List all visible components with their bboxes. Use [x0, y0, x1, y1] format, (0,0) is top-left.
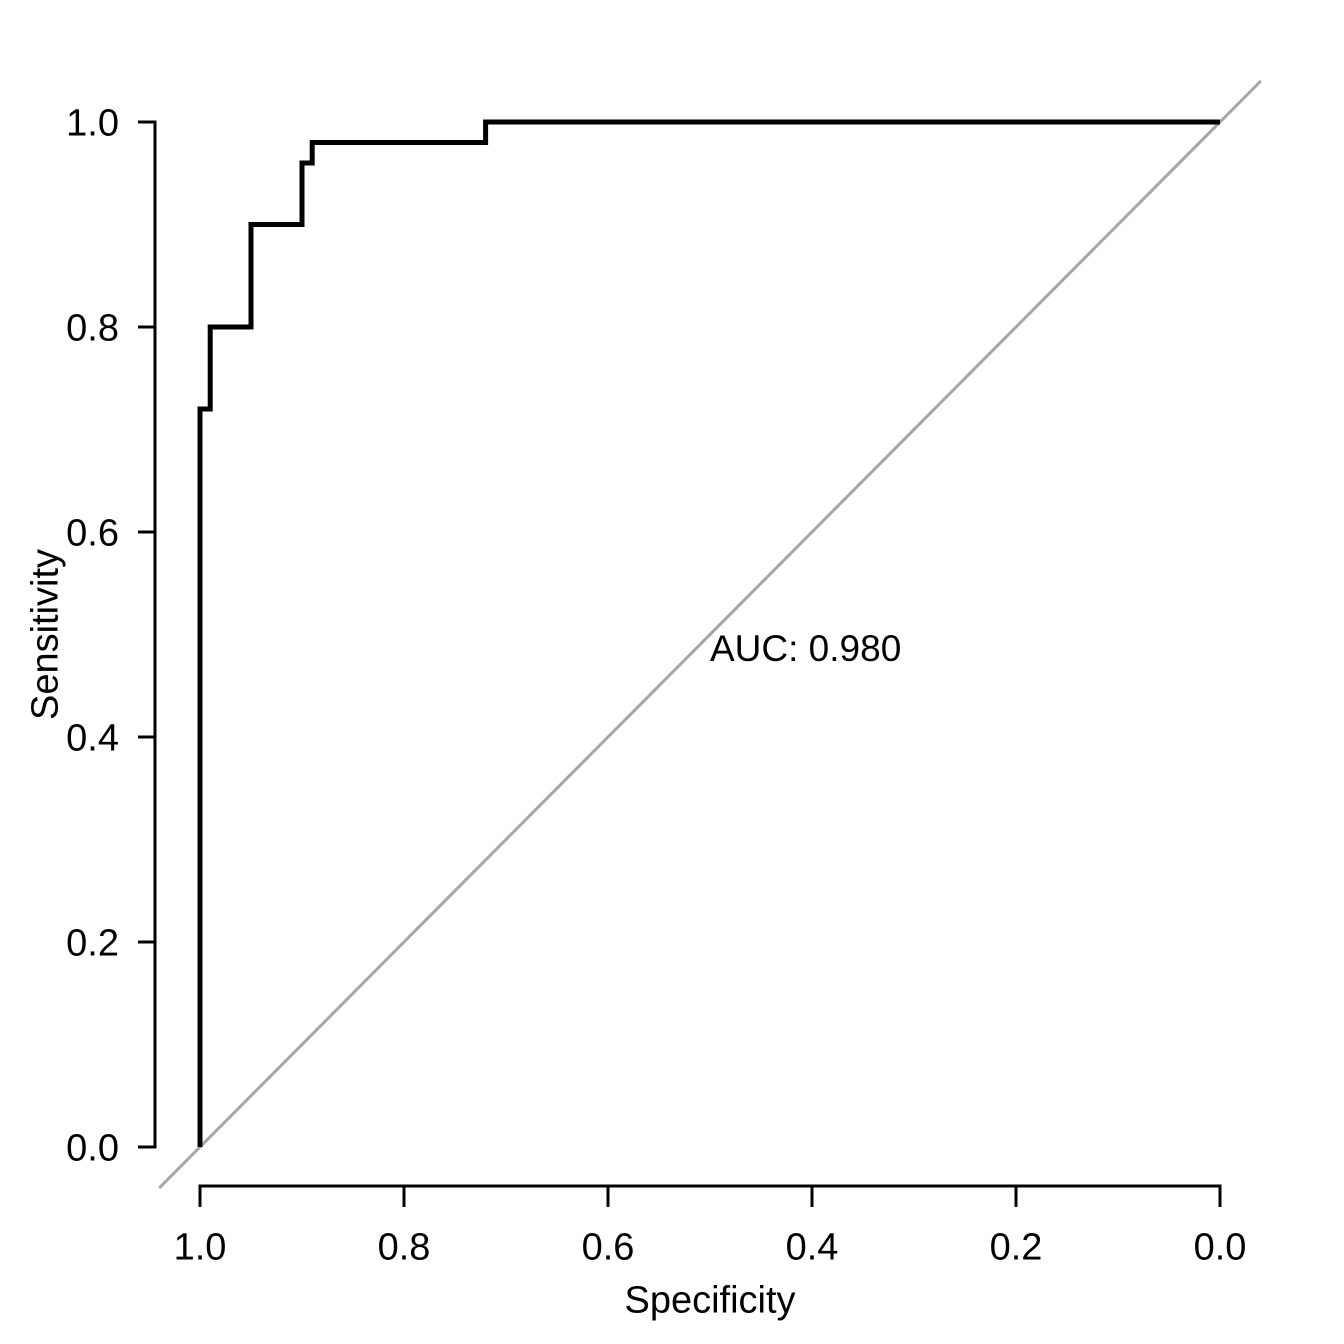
x-tick-label: 0.2 — [990, 1226, 1043, 1268]
chance-diagonal-line — [158, 79, 1262, 1190]
x-tick-label: 0.4 — [786, 1226, 839, 1268]
x-tick-label: 0.8 — [378, 1226, 431, 1268]
x-axis-ticks — [198, 1186, 1222, 1207]
y-axis: 0.0 0.2 0.4 0.6 0.8 1.0 Sensitivity — [24, 102, 157, 1169]
y-tick-label: 0.8 — [66, 307, 119, 349]
x-axis-tick-labels: 1.0 0.8 0.6 0.4 0.2 0.0 — [174, 1226, 1247, 1268]
y-tick-label: 0.6 — [66, 512, 119, 554]
x-axis-title: Specificity — [624, 1279, 795, 1321]
x-axis: 1.0 0.8 0.6 0.4 0.2 0.0 Specificity — [174, 1184, 1247, 1321]
y-tick-label: 0.0 — [66, 1127, 119, 1169]
y-tick-label: 0.2 — [66, 922, 119, 964]
auc-annotation: AUC: 0.980 — [710, 628, 901, 669]
y-axis-title: Sensitivity — [24, 549, 66, 720]
x-tick-label: 0.6 — [582, 1226, 635, 1268]
y-axis-ticks — [138, 120, 155, 1149]
y-tick-label: 1.0 — [66, 102, 119, 144]
roc-curve — [197, 119, 1220, 1147]
x-tick-label: 1.0 — [174, 1226, 227, 1268]
y-tick-label: 0.4 — [66, 717, 119, 759]
y-axis-tick-labels: 0.0 0.2 0.4 0.6 0.8 1.0 — [66, 102, 119, 1169]
x-tick-label: 0.0 — [1194, 1226, 1247, 1268]
